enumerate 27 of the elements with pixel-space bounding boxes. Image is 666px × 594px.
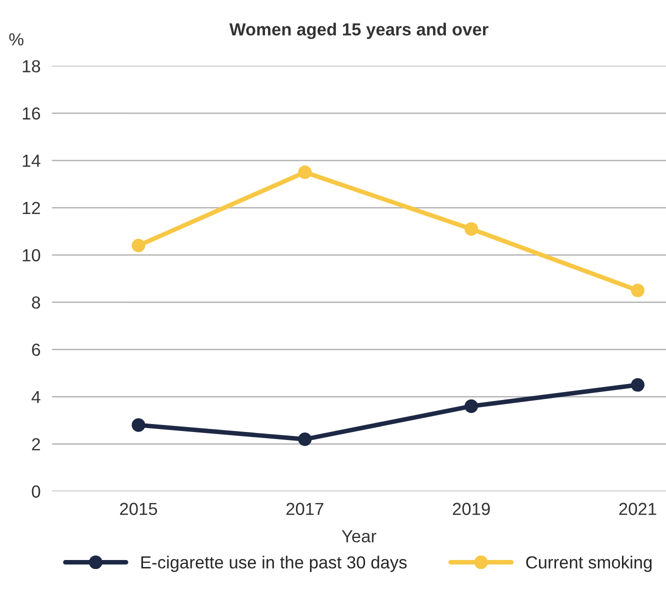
x-tick-label: 2019	[452, 502, 490, 516]
legend-label: Current smoking	[526, 556, 652, 572]
point	[630, 284, 644, 298]
point	[298, 165, 312, 180]
chart-title: Women aged 15 years and over	[229, 22, 488, 40]
y-tick-label: 12	[22, 202, 40, 214]
y-tick-label: 4	[32, 391, 40, 404]
y-tick-label: 6	[32, 344, 40, 356]
point	[132, 418, 146, 432]
legend-label: E-cigarette use in the past 30 days	[141, 556, 407, 572]
point	[464, 399, 478, 413]
point	[132, 238, 146, 252]
x-axis-title: Year	[342, 530, 376, 542]
x-tick-label: 2015	[120, 502, 158, 516]
y-tick-label: 2	[32, 438, 40, 450]
x-tick-label: 2017	[286, 502, 324, 516]
y-tick-label: 18	[22, 60, 40, 72]
y-tick-label: 16	[22, 107, 40, 120]
x-tick-label: 2021	[619, 502, 656, 516]
y-axis-title: %	[9, 33, 24, 46]
y-tick-label: 10	[22, 249, 40, 262]
y-tick-label: 8	[32, 296, 40, 309]
point	[630, 378, 644, 392]
y-tick-label: 0	[32, 485, 40, 498]
point	[464, 222, 478, 236]
y-tick-label: 14	[22, 154, 40, 167]
point	[298, 432, 312, 446]
